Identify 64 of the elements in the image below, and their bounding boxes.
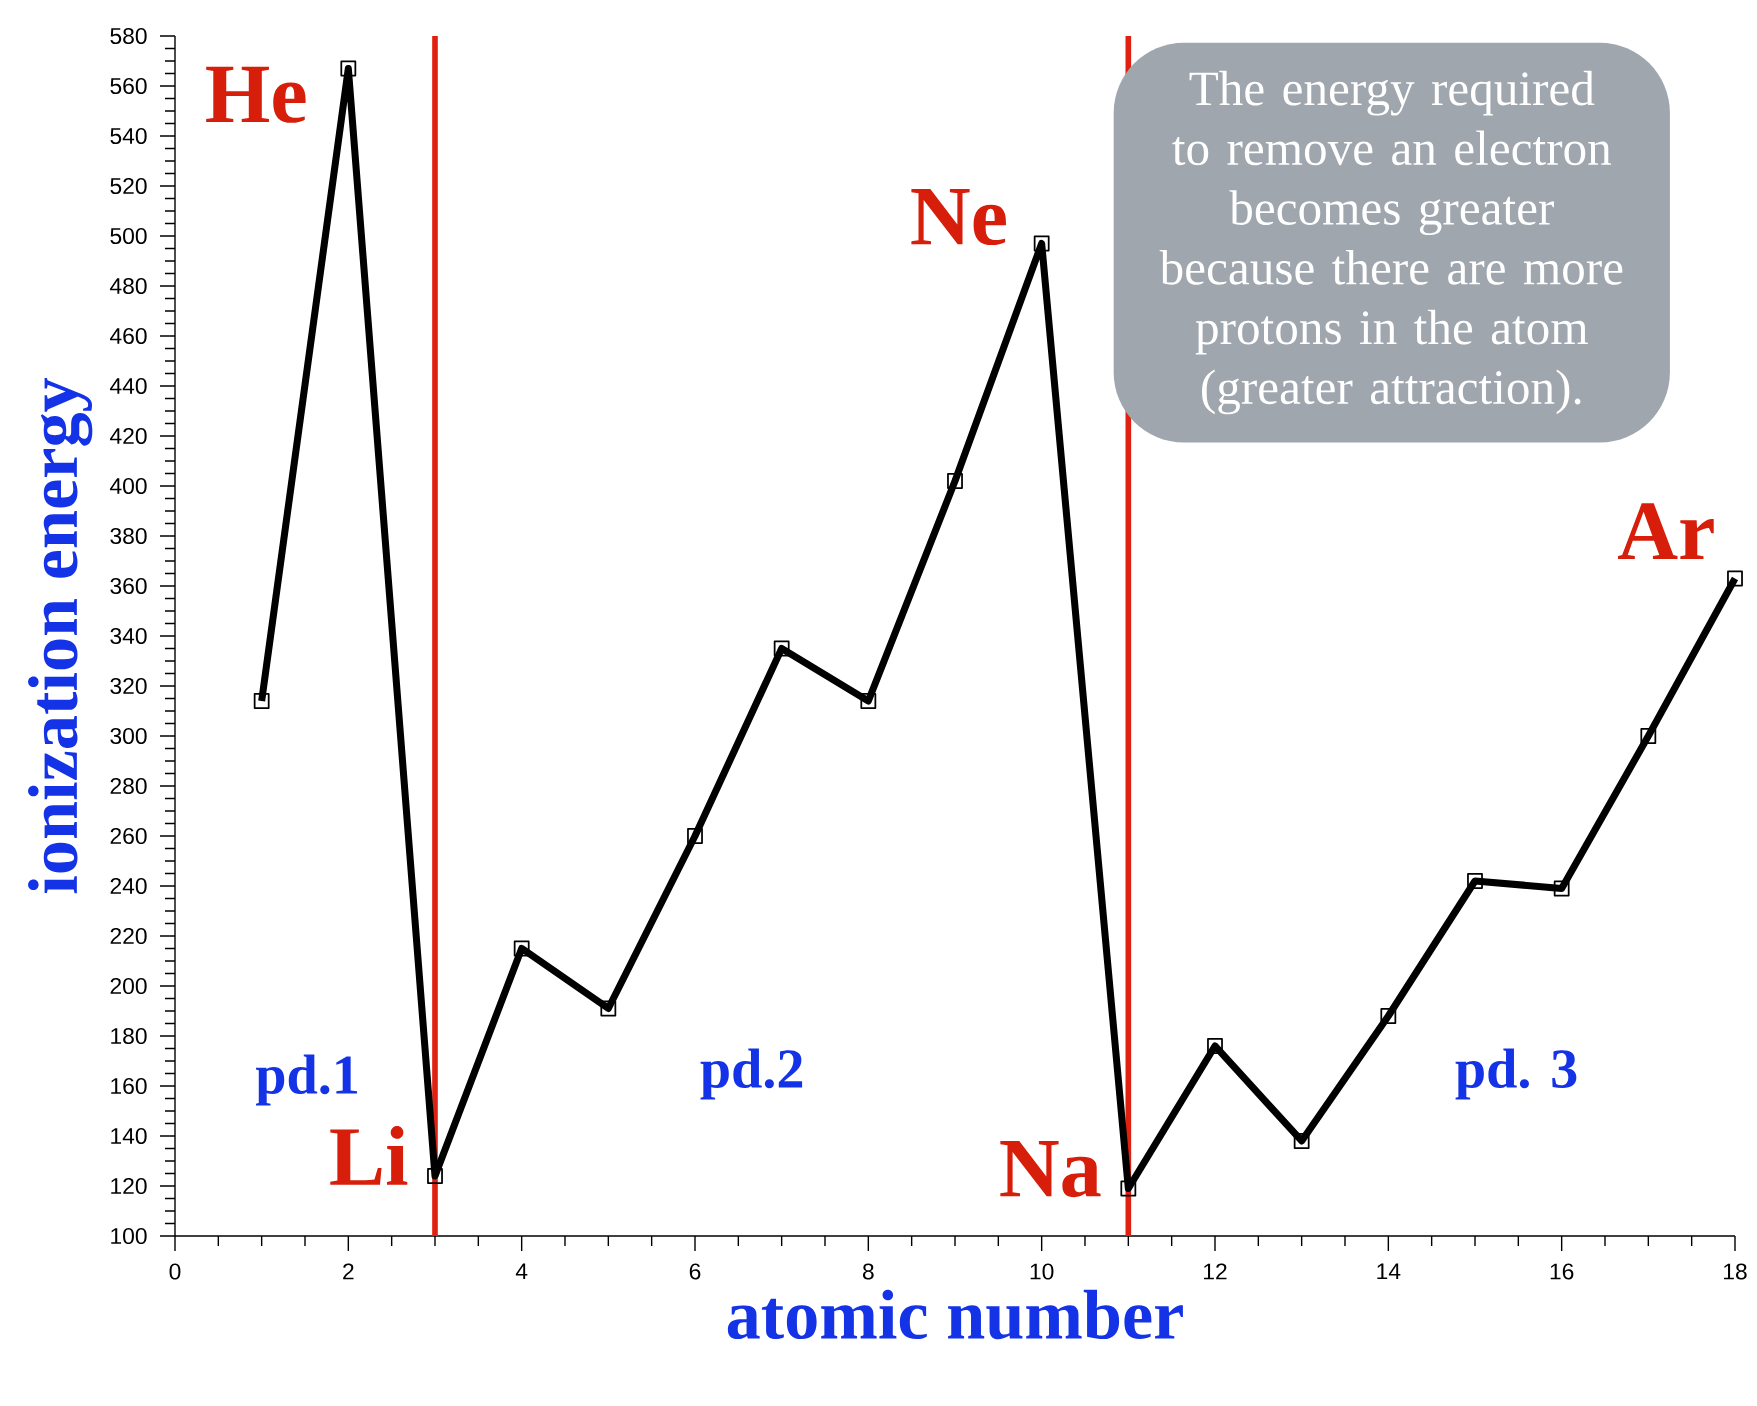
- x-tick-label: 4: [515, 1263, 528, 1280]
- y-tick-label: 360: [110, 577, 147, 595]
- point: [1380, 1008, 1397, 1024]
- x-tick-label: 16: [1550, 1263, 1574, 1280]
- point: [1467, 873, 1483, 889]
- y-tick-label: 480: [110, 277, 147, 295]
- y-tick-label: 520: [110, 177, 147, 195]
- y-tick-label: 580: [110, 27, 147, 45]
- point: [253, 693, 270, 709]
- x-tick-label: 8: [862, 1263, 874, 1280]
- y-tick-label: 320: [110, 677, 147, 695]
- point: [340, 60, 357, 77]
- point: [860, 693, 877, 709]
- annotation: pd.2: [700, 1048, 803, 1100]
- point: [1120, 1180, 1137, 1197]
- point: [600, 1000, 617, 1017]
- annotation: Ar: [1618, 503, 1714, 560]
- annotation: Na: [1000, 1141, 1101, 1198]
- y-tick-label: 120: [111, 1177, 147, 1195]
- y-tick-label: 560: [110, 77, 147, 95]
- point: [947, 473, 963, 489]
- y-tick-label: 160: [111, 1077, 147, 1095]
- y-tick-label: 380: [110, 527, 147, 545]
- y-tick-label: 400: [110, 477, 147, 495]
- y-tick-label: 540: [110, 127, 147, 145]
- x-axis-title: atomic number: [727, 1289, 1183, 1340]
- point: [687, 828, 703, 844]
- y-tick-label: 440: [110, 377, 147, 395]
- x-tick-label: 18: [1724, 1263, 1747, 1280]
- x-tick-label: 10: [1030, 1263, 1054, 1280]
- annotation: He: [206, 66, 306, 123]
- point: [1640, 728, 1657, 744]
- annotation: pd. 3: [1455, 1048, 1577, 1100]
- point: [513, 940, 530, 957]
- x-tick-label: 14: [1377, 1263, 1401, 1280]
- annotation: Li: [330, 1126, 408, 1185]
- point: [1293, 1133, 1310, 1149]
- point: [1727, 570, 1743, 587]
- y-tick-label: 140: [111, 1127, 147, 1145]
- annotation: pd.1: [255, 1054, 358, 1106]
- y-tick-label: 180: [111, 1027, 147, 1045]
- y-tick-label: 200: [110, 977, 147, 995]
- point: [773, 640, 790, 657]
- annotation: Ne: [911, 189, 1006, 246]
- y-tick-label: 100: [111, 1227, 147, 1245]
- x-tick-label: 6: [689, 1263, 701, 1280]
- annotation: The energy required to remove an electron becomes greater because there are more protons in the atom (greater attraction).: [1159, 70, 1623, 415]
- point: [1553, 880, 1570, 897]
- y-tick-label: 500: [110, 227, 147, 245]
- point: [1207, 1038, 1223, 1054]
- y-tick-label: 280: [110, 777, 147, 795]
- y-tick-label: 300: [110, 727, 147, 745]
- y-tick-label: 460: [110, 327, 147, 345]
- y-tick-label: 420: [110, 427, 147, 445]
- y-tick-label: 240: [110, 877, 147, 895]
- point: [427, 1168, 443, 1184]
- y-tick-label: 220: [110, 927, 147, 945]
- y-axis-title: ionization energy: [28, 377, 93, 894]
- x-tick-label: 12: [1204, 1263, 1227, 1280]
- y-tick-label: 260: [110, 827, 147, 845]
- x-tick-label: 0: [169, 1263, 181, 1280]
- y-tick-label: 340: [110, 627, 147, 645]
- point: [1033, 235, 1050, 252]
- x-tick-label: 2: [343, 1263, 354, 1280]
